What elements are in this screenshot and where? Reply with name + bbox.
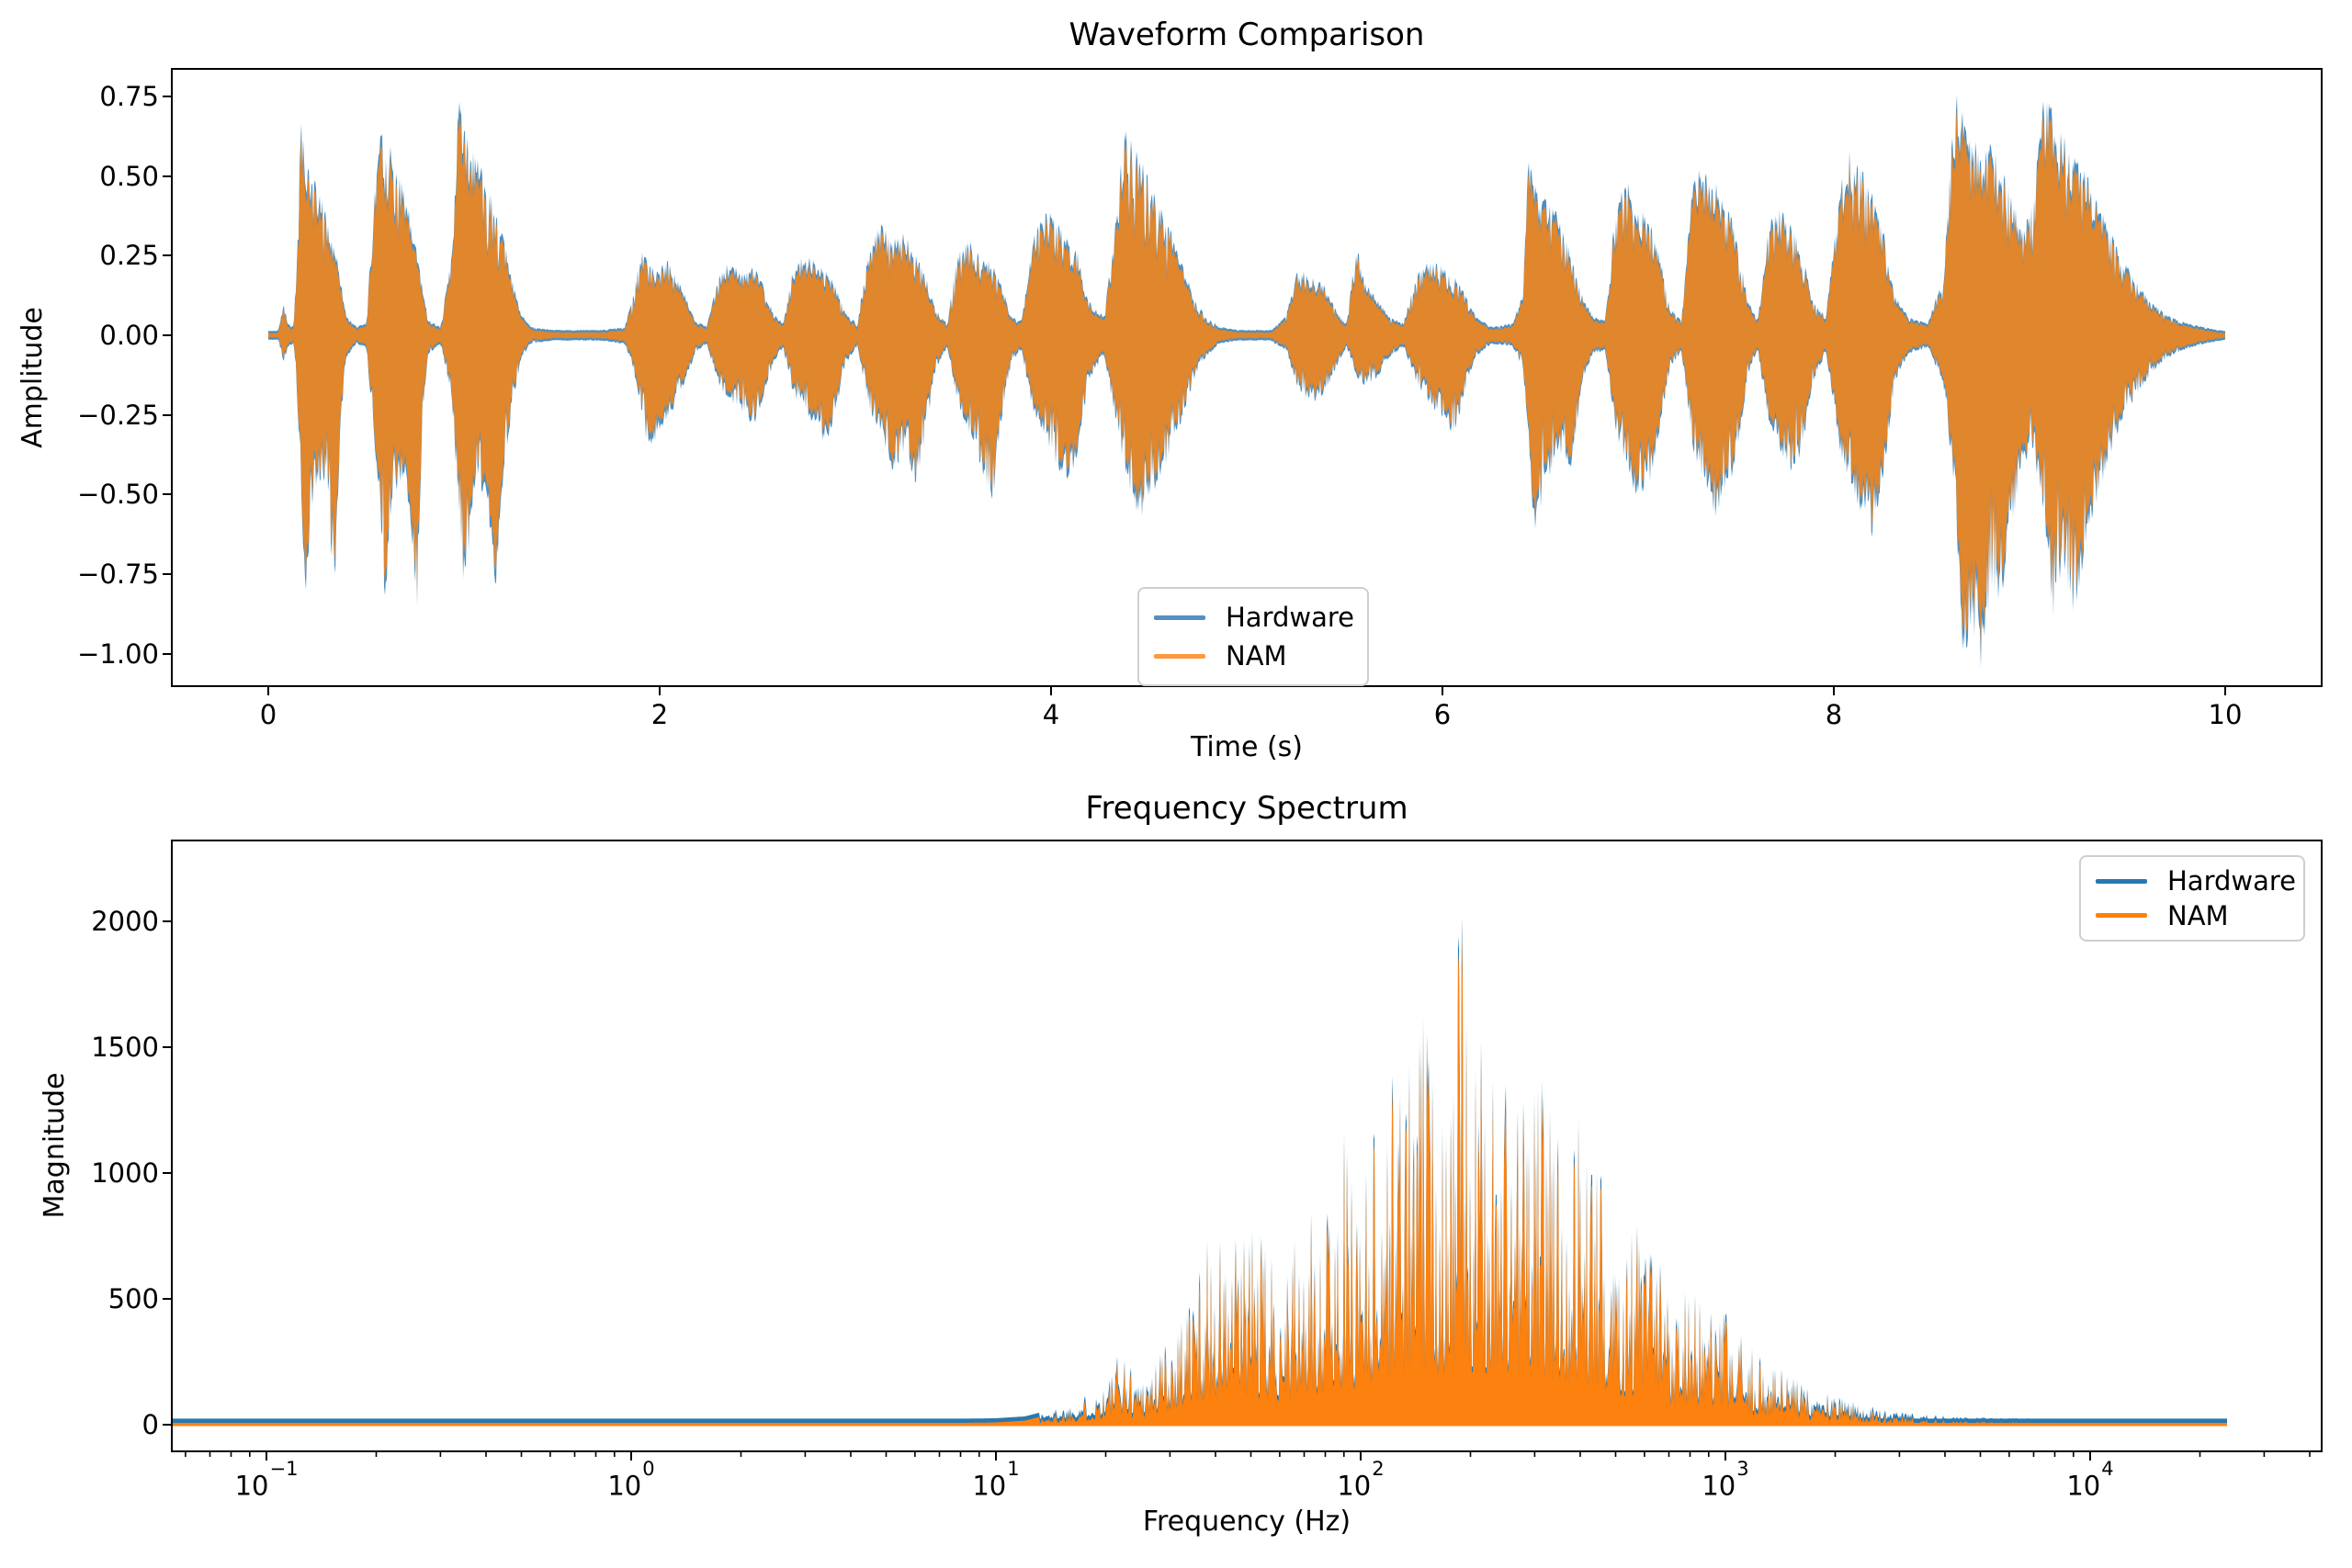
waveform-ytick-label: −0.75: [77, 558, 159, 590]
legend-entry-nam: NAM: [1154, 640, 1352, 671]
hardware-line-swatch: [1154, 615, 1205, 620]
waveform-tick-marks: [163, 96, 2226, 695]
waveform-xtick-label: 6: [1433, 699, 1452, 730]
nam-spectrum-area: [172, 935, 2227, 1427]
spectrum-xtick-label: 100: [607, 1458, 655, 1502]
waveform-ytick-label: 0.50: [99, 161, 159, 192]
legend-label-nam: NAM: [2167, 899, 2229, 931]
spectrum-xtick-label: 10−1: [234, 1458, 299, 1502]
waveform-ytick-label: 0.75: [99, 81, 159, 112]
waveform-xtick-label: 4: [1042, 699, 1060, 730]
nam-waveform-area: [268, 108, 2225, 650]
spectrum-xtick-label: 101: [972, 1458, 1020, 1502]
legend-label-nam: NAM: [1226, 640, 1287, 671]
waveform-ytick-label: 0.00: [99, 320, 159, 351]
spectrum-ytick-label: 500: [107, 1283, 159, 1314]
spectrum-title: Frequency Spectrum: [1085, 790, 1408, 827]
legend-entry-hardware: Hardware: [1154, 602, 1355, 633]
nam-line-swatch: [2096, 913, 2147, 919]
spectrum-axes-spines: [171, 840, 2323, 1452]
spectrum-ytick-label: 0: [141, 1409, 159, 1440]
waveform-title: Waveform Comparison: [1069, 17, 1425, 53]
waveform-xtick-label: 8: [1825, 699, 1843, 730]
legend-label-hardware: Hardware: [1226, 602, 1355, 633]
spectrum-major-tick-marks: [163, 920, 2091, 1461]
waveform-ytick-label: −0.50: [77, 479, 159, 510]
spectrum-ytick-label: 2000: [91, 906, 159, 937]
hardware-line-swatch: [2096, 878, 2147, 884]
waveform-ytick-label: 0.25: [99, 240, 159, 271]
spectrum-xlabel: Frequency (Hz): [1142, 1506, 1351, 1538]
spectrum-legend: Hardware NAM: [2079, 855, 2305, 942]
spectrum-ytick-label: 1500: [91, 1032, 159, 1063]
waveform-ytick-label: −1.00: [77, 638, 159, 670]
legend-entry-nam: NAM: [2096, 900, 2289, 931]
waveform-xlabel: Time (s): [1191, 731, 1303, 763]
waveform-xtick-label: 0: [259, 699, 277, 730]
legend-label-hardware: Hardware: [2167, 865, 2297, 897]
waveform-legend: Hardware NAM: [1137, 587, 1369, 686]
legend-entry-hardware: Hardware: [2096, 865, 2296, 897]
waveform-ytick-label: −0.25: [77, 400, 159, 431]
waveform-xtick-label: 10: [2208, 699, 2243, 730]
spectrum-ylabel: Magnitude: [39, 1072, 71, 1219]
waveform-xtick-label: 2: [650, 699, 669, 730]
hardware-waveform-area: [268, 95, 2225, 668]
nam-line-swatch: [1154, 653, 1205, 659]
spectrum-minor-tick-marks: [185, 1451, 2311, 1457]
spectrum-ytick-label: 1000: [91, 1157, 159, 1189]
spectrum-xtick-label: 102: [1337, 1458, 1385, 1502]
spectrum-xtick-label: 104: [2066, 1458, 2114, 1502]
waveform-axes-spines: [171, 68, 2323, 687]
spectrum-xtick-label: 103: [1702, 1458, 1749, 1502]
